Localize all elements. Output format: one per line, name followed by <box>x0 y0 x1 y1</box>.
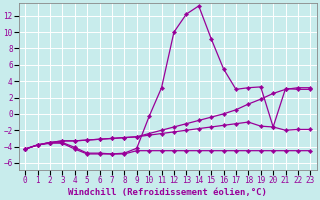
X-axis label: Windchill (Refroidissement éolien,°C): Windchill (Refroidissement éolien,°C) <box>68 188 267 197</box>
